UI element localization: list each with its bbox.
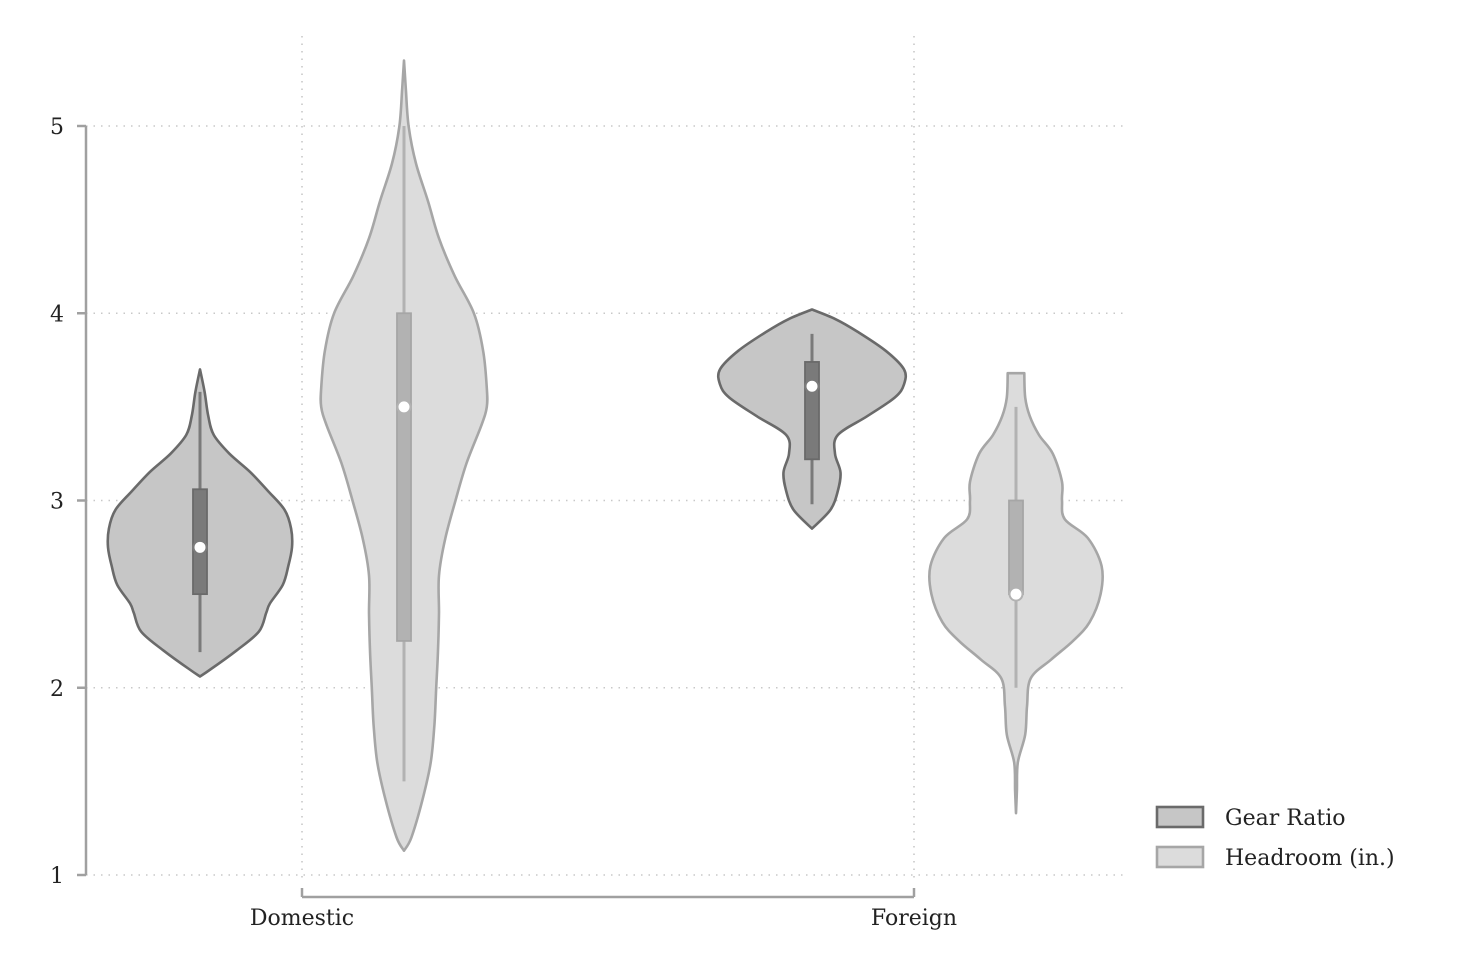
y-tick-label: 3: [50, 490, 64, 515]
legend-label: Gear Ratio: [1225, 806, 1346, 831]
violin-headroom-in-foreign: [927, 371, 1105, 815]
median-marker: [396, 399, 412, 415]
legend-swatch: [1155, 845, 1205, 869]
median-marker: [804, 378, 820, 394]
legend-item: Headroom (in.): [1155, 845, 1395, 871]
legend: Gear Ratio Headroom (in.): [1155, 805, 1395, 871]
legend-label: Headroom (in.): [1225, 846, 1395, 871]
violin-gear-ratio-domestic: [106, 368, 294, 678]
axes: 1 2 3 4 5 Domestic Foreign: [50, 115, 957, 931]
violin-gear-ratio-foreign: [716, 308, 908, 530]
median-marker: [1008, 586, 1024, 602]
y-tick-label: 1: [50, 864, 64, 889]
gridlines: [86, 36, 1128, 879]
iqr-box: [1008, 499, 1024, 596]
legend-swatch: [1155, 805, 1205, 829]
violin-headroom-in-domestic: [319, 59, 489, 852]
violins: [106, 59, 1105, 852]
y-tick-label: 5: [50, 115, 64, 140]
iqr-box: [804, 361, 820, 461]
iqr-box: [396, 312, 412, 642]
x-tick-label: Domestic: [250, 906, 354, 931]
y-tick-label: 2: [50, 677, 64, 702]
y-tick-label: 4: [50, 302, 64, 327]
median-marker: [192, 539, 208, 555]
legend-item: Gear Ratio: [1155, 805, 1346, 831]
x-tick-label: Foreign: [871, 906, 957, 931]
